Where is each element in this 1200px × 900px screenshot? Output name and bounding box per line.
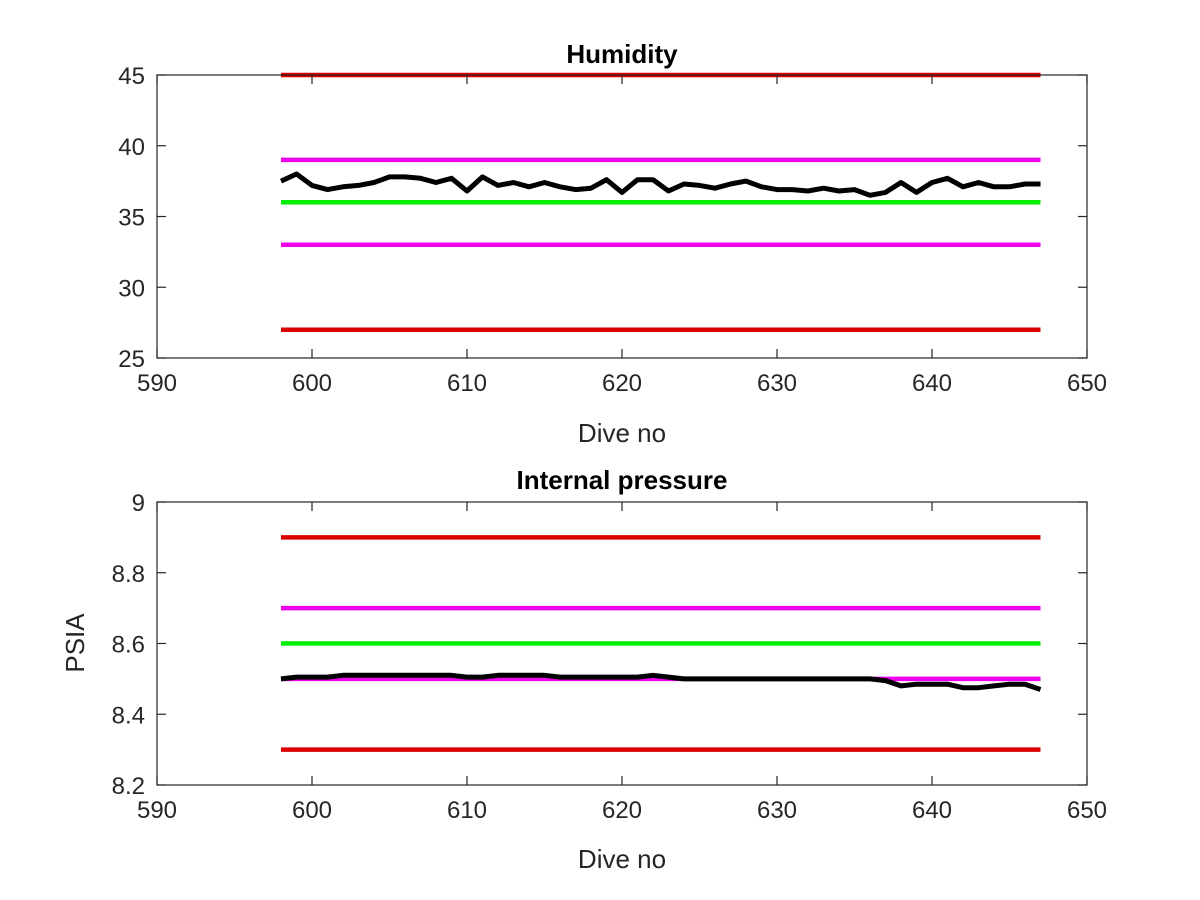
humidity-xtick-label: 600 [292,370,332,397]
humidity-xtick-label: 640 [912,370,952,397]
humidity-yticks: 25 30 35 40 45 [118,63,1087,373]
humidity-title: Humidity [566,39,678,69]
pressure-xtick-label: 630 [757,797,797,824]
pressure-xtick-label: 640 [912,797,952,824]
pressure-ytick-label: 9 [132,490,145,517]
pressure-xlabel: Dive no [578,844,666,874]
pressure-xtick-label: 620 [602,797,642,824]
pressure-xtick-label: 600 [292,797,332,824]
humidity-data-line [279,171,1041,198]
humidity-ytick-label: 25 [118,346,145,373]
pressure-xtick-label: 590 [137,797,177,824]
pressure-xtick-label: 610 [447,797,487,824]
humidity-ytick-label: 45 [118,63,145,90]
pressure-ylabel: PSIA [60,613,90,673]
humidity-xticks: 590 600 610 620 630 640 650 [137,75,1107,397]
humidity-plot: Humidity 590 600 610 620 630 640 650 25 30 35 40 4… [118,39,1107,448]
pressure-yticks: 8.2 8.4 8.6 8.8 9 [112,490,1087,800]
humidity-ytick-label: 35 [118,205,145,232]
pressure-title: Internal pressure [517,465,728,495]
pressure-ytick-label: 8.8 [112,561,145,588]
humidity-xtick-label: 620 [602,370,642,397]
pressure-ytick-label: 8.6 [112,632,145,659]
humidity-xtick-label: 610 [447,370,487,397]
humidity-xtick-label: 590 [137,370,177,397]
pressure-xticks: 590 600 610 620 630 640 650 [137,502,1107,824]
humidity-xtick-label: 650 [1067,370,1107,397]
pressure-data-line [280,672,1042,692]
pressure-series-layer [280,535,1042,752]
pressure-ytick-label: 8.4 [112,702,145,729]
humidity-ytick-label: 30 [118,275,145,302]
humidity-ytick-label: 40 [118,134,145,161]
pressure-ytick-label: 8.2 [112,773,145,800]
pressure-xtick-label: 650 [1067,797,1107,824]
pressure-plot: Internal pressure 590 600 610 620 630 640 650 … [60,465,1107,874]
humidity-xlabel: Dive no [578,418,666,448]
humidity-xtick-label: 630 [757,370,797,397]
